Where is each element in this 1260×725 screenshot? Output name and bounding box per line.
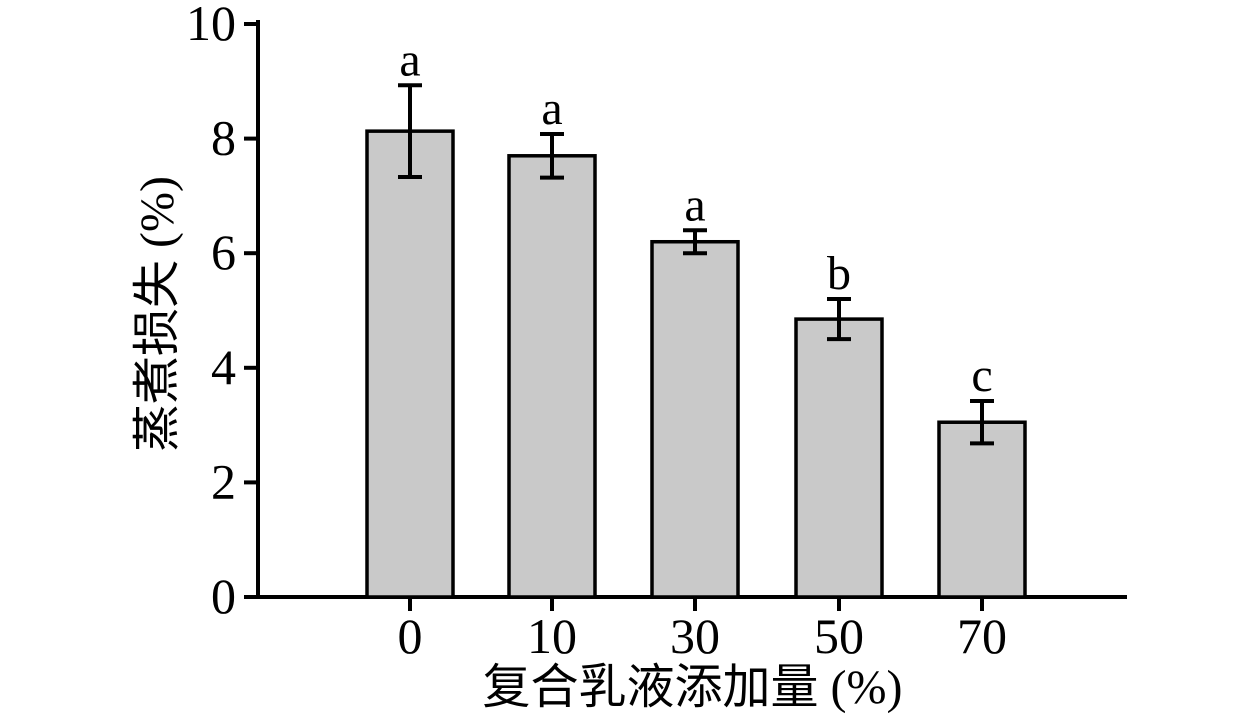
bar	[650, 239, 740, 599]
x-tick-label: 10	[527, 608, 577, 664]
significance-letter: a	[684, 178, 705, 231]
y-axis-label: 蒸煮损失 (%)	[131, 176, 184, 452]
x-axis-label: 复合乳液添加量 (%)	[482, 661, 903, 714]
bar	[507, 154, 597, 599]
bar	[365, 129, 455, 599]
y-tick-label: 2	[211, 453, 236, 509]
x-tick-label: 70	[957, 608, 1007, 664]
y-tick-label: 10	[186, 0, 236, 51]
y-tick-label: 6	[211, 224, 236, 280]
y-tick-label: 8	[211, 110, 236, 166]
bar	[937, 420, 1027, 599]
significance-letter: c	[971, 349, 992, 402]
y-tick-label: 4	[211, 339, 236, 395]
y-tick-label: 0	[211, 568, 236, 624]
x-tick-label: 30	[670, 608, 720, 664]
x-tick-label: 50	[814, 608, 864, 664]
significance-letter: a	[541, 82, 562, 135]
significance-letter: a	[399, 33, 420, 86]
x-tick-label: 0	[398, 608, 423, 664]
significance-letter: b	[827, 247, 851, 300]
bar	[794, 317, 884, 599]
